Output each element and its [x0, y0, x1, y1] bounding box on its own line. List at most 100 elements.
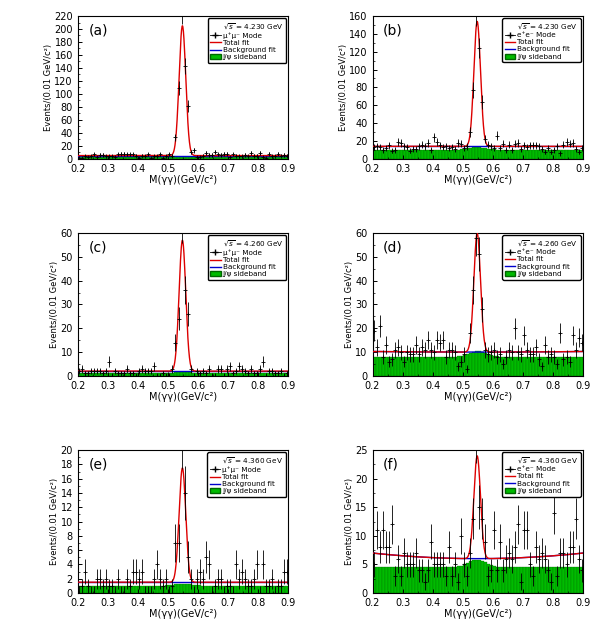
Bar	[529, 150, 532, 159]
Bar	[153, 373, 156, 376]
Bar	[502, 357, 505, 376]
Bar	[423, 357, 426, 376]
Bar	[460, 356, 463, 376]
Bar	[138, 373, 141, 376]
Y-axis label: Events/(0.01 GeV/c²): Events/(0.01 GeV/c²)	[50, 478, 59, 565]
Bar	[132, 157, 135, 159]
Bar	[490, 149, 493, 159]
Bar	[408, 150, 411, 159]
Bar	[282, 586, 285, 593]
Bar	[388, 567, 390, 593]
Bar	[556, 567, 559, 593]
Bar	[204, 157, 207, 159]
Bar	[466, 563, 469, 593]
Bar	[439, 357, 442, 376]
Bar	[195, 373, 198, 376]
Text: (f): (f)	[383, 457, 399, 471]
Bar	[258, 157, 261, 159]
Bar	[234, 586, 237, 593]
Bar	[553, 150, 556, 159]
Y-axis label: Events/(0.01 GeV/c²): Events/(0.01 GeV/c²)	[50, 261, 59, 348]
Bar	[174, 372, 177, 376]
Bar	[547, 567, 550, 593]
Bar	[285, 373, 288, 376]
Bar	[201, 157, 204, 159]
Bar	[376, 150, 379, 159]
Bar	[520, 567, 523, 593]
Bar	[87, 157, 90, 159]
Bar	[472, 352, 475, 376]
Bar	[517, 567, 520, 593]
Bar	[276, 373, 279, 376]
Bar	[472, 560, 475, 593]
Bar	[162, 585, 165, 593]
Bar	[108, 157, 111, 159]
Bar	[460, 149, 463, 159]
Bar	[150, 586, 153, 593]
X-axis label: M(γγ)(GeV/c²): M(γγ)(GeV/c²)	[149, 609, 217, 619]
Bar	[117, 586, 120, 593]
Bar	[376, 357, 379, 376]
Bar	[174, 157, 177, 159]
Bar	[472, 147, 475, 159]
Bar	[393, 567, 396, 593]
Bar	[258, 373, 261, 376]
Bar	[454, 567, 457, 593]
Bar	[210, 157, 213, 159]
Bar	[382, 357, 385, 376]
Bar	[210, 586, 213, 593]
Bar	[526, 357, 529, 376]
Bar	[156, 373, 159, 376]
Bar	[487, 354, 490, 376]
Bar	[544, 567, 547, 593]
Bar	[153, 586, 156, 593]
Bar	[463, 565, 466, 593]
Bar	[192, 157, 195, 159]
Bar	[189, 157, 192, 159]
Bar	[484, 148, 487, 159]
Bar	[240, 586, 243, 593]
Bar	[264, 157, 267, 159]
Bar	[411, 357, 414, 376]
Bar	[408, 357, 411, 376]
Bar	[222, 373, 225, 376]
Bar	[78, 157, 81, 159]
Bar	[93, 373, 96, 376]
Bar	[171, 157, 174, 159]
Bar	[433, 567, 436, 593]
Text: (a): (a)	[89, 23, 108, 37]
Bar	[493, 566, 496, 593]
Bar	[538, 150, 541, 159]
Bar	[273, 157, 276, 159]
Bar	[580, 150, 583, 159]
Bar	[577, 357, 580, 376]
Bar	[243, 586, 246, 593]
Bar	[108, 586, 111, 593]
Bar	[451, 567, 454, 593]
Bar	[198, 585, 201, 593]
Bar	[156, 157, 159, 159]
Bar	[379, 150, 382, 159]
Bar	[255, 157, 258, 159]
Legend: $\sqrt{s}$ = 4.260 GeV, μ⁺μ⁻ Mode, Total fit, Background fit, J/ψ sideband: $\sqrt{s}$ = 4.260 GeV, μ⁺μ⁻ Mode, Total…	[208, 235, 286, 280]
Bar	[475, 147, 478, 159]
Bar	[402, 357, 405, 376]
Bar	[261, 373, 264, 376]
Bar	[117, 373, 120, 376]
Bar	[261, 586, 264, 593]
Bar	[469, 353, 472, 376]
Bar	[490, 355, 493, 376]
Bar	[574, 150, 577, 159]
Bar	[267, 586, 270, 593]
Bar	[529, 357, 532, 376]
Bar	[448, 150, 451, 159]
Bar	[231, 373, 234, 376]
Bar	[541, 150, 544, 159]
Bar	[426, 357, 429, 376]
Bar	[231, 157, 234, 159]
Bar	[399, 150, 402, 159]
Bar	[255, 586, 258, 593]
Bar	[517, 357, 520, 376]
Bar	[496, 356, 499, 376]
Bar	[457, 567, 460, 593]
